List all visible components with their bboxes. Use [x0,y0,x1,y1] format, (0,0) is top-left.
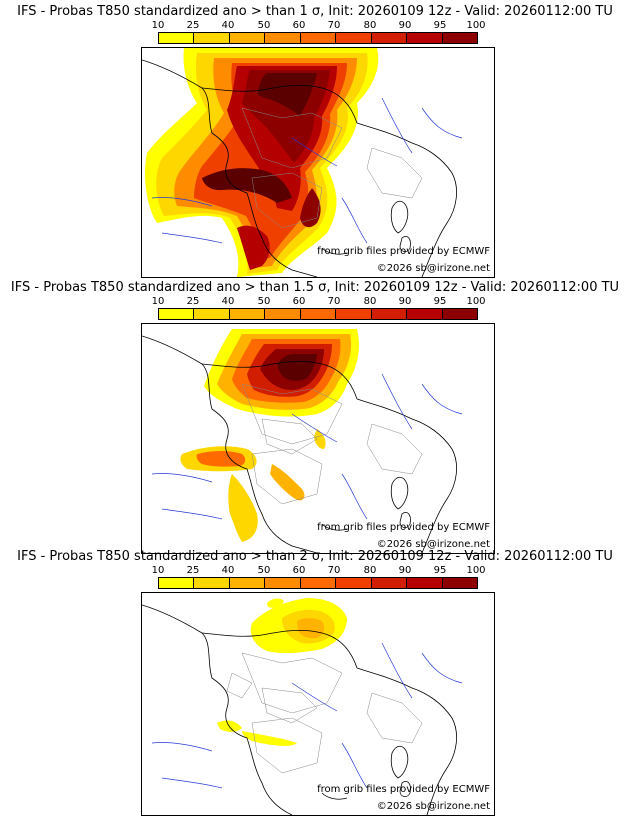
colorbar-label: 40 [221,565,235,576]
colorbar-bin [159,33,195,43]
colorbar-label: 70 [327,296,341,307]
source-credit: from grib files provided by ECMWF [317,522,490,533]
rivers [151,642,463,789]
rivers [151,97,463,244]
colorbar-bin [371,33,408,43]
map-graphic [142,48,494,277]
colorbar-bin [229,578,266,588]
colorbar-label: 25 [186,565,200,576]
colorbar-bin [159,309,195,319]
copyright-credit: ©2026 sb@irizone.net [376,539,490,550]
panel-title: IFS - Probas T850 standardized ano > tha… [17,549,613,564]
colorbar-label: 90 [398,20,412,31]
colorbar-label: 10 [151,296,165,307]
colorbar-label: 60 [292,296,306,307]
probability-map: from grib files provided by ECMWF ©2026 … [141,323,495,554]
colorbar-label: 95 [433,565,447,576]
colorbar-label: 100 [466,565,486,576]
colorbar-bin [265,33,301,43]
colorbar-bin [407,309,443,319]
colorbar-bin [300,309,337,319]
colorbar-label: 50 [257,296,271,307]
colorbar-bin [336,33,372,43]
rivers [151,373,463,520]
colorbar-label: 90 [398,565,412,576]
coastlines [142,604,457,815]
map-panel-1-5sigma: IFS - Probas T850 standardized ano > tha… [0,276,630,554]
source-credit: from grib files provided by ECMWF [317,246,490,257]
colorbar [158,577,478,589]
colorbar-bin [229,33,266,43]
colorbar-bin [442,309,477,319]
panel-title: IFS - Probas T850 standardized ano > tha… [10,280,620,295]
colorbar-bin [336,578,372,588]
colorbar-label: 25 [186,20,200,31]
colorbar-bin [407,578,443,588]
colorbar [158,32,478,44]
colorbar [158,308,478,320]
colorbar-label: 40 [221,296,235,307]
colorbar-labels: 10 25 40 50 60 70 80 90 95 100 [152,20,486,32]
colorbar-label: 40 [221,20,235,31]
colorbar-bin [442,578,477,588]
admin-borders [241,383,423,505]
colorbar-bin [194,33,230,43]
colorbar-label: 100 [466,20,486,31]
colorbar-labels: 10 25 40 50 60 70 80 90 95 100 [152,565,486,577]
probability-map: from grib files provided by ECMWF ©2026 … [141,592,495,816]
colorbar-bin [407,33,443,43]
colorbar-label: 50 [257,565,271,576]
colorbar-bin [265,309,301,319]
colorbar-bin [371,309,408,319]
coastlines [142,335,457,553]
colorbar-labels: 10 25 40 50 60 70 80 90 95 100 [152,296,486,308]
colorbar-bin [265,578,301,588]
colorbar-label: 80 [363,565,377,576]
colorbar-bin [159,578,195,588]
colorbar-bin [300,578,337,588]
colorbar-label: 90 [398,296,412,307]
map-graphic [142,324,494,553]
admin-borders [241,107,423,229]
probability-field [217,598,347,746]
colorbar-label: 10 [151,20,165,31]
colorbar-label: 60 [292,565,306,576]
colorbar-label: 25 [186,296,200,307]
colorbar-label: 95 [433,20,447,31]
colorbar-bin [442,33,477,43]
copyright-credit: ©2026 sb@irizone.net [376,801,490,812]
colorbar-bin [229,309,266,319]
colorbar-label: 95 [433,296,447,307]
copyright-credit: ©2026 sb@irizone.net [376,263,490,274]
colorbar-label: 10 [151,565,165,576]
colorbar-label: 70 [327,20,341,31]
colorbar-label: 80 [363,20,377,31]
source-credit: from grib files provided by ECMWF [317,784,490,795]
colorbar-bin [194,578,230,588]
coastlines [142,59,457,277]
colorbar-bin [194,309,230,319]
colorbar-bin [336,309,372,319]
colorbar-bin [300,33,337,43]
probability-map: from grib files provided by ECMWF ©2026 … [141,47,495,278]
colorbar-label: 50 [257,20,271,31]
colorbar-label: 70 [327,565,341,576]
colorbar-bin [371,578,408,588]
map-panel-1sigma: IFS - Probas T850 standardized ano > tha… [0,0,630,278]
colorbar-label: 60 [292,20,306,31]
colorbar-label: 100 [466,296,486,307]
colorbar-label: 80 [363,296,377,307]
panel-title: IFS - Probas T850 standardized ano > tha… [17,4,613,19]
map-graphic [142,593,494,815]
admin-borders [226,652,423,774]
map-panel-2sigma: IFS - Probas T850 standardized ano > tha… [0,545,630,821]
